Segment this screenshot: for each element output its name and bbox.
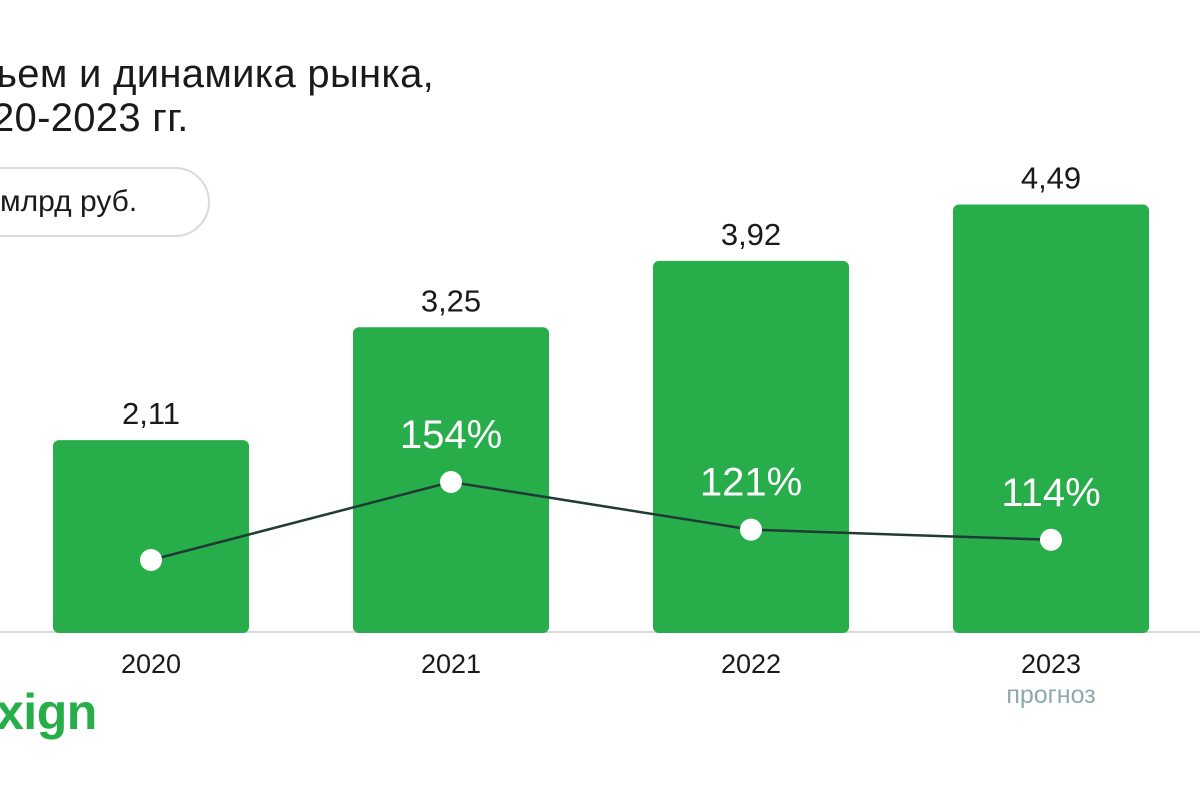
chart-title-line-1: ъем и динамика рынка, [0,52,435,96]
growth-point-2020 [140,549,162,571]
bar-value-label: 4,49 [1021,160,1081,195]
x-tick-label: 2020 [121,649,181,679]
growth-point-2022 [740,518,762,541]
bar-2020 [53,440,249,633]
bar-value-label: 3,25 [421,283,481,318]
growth-line [150,480,1052,562]
growth-point-2023 [1040,528,1062,551]
growth-label: 154% [400,413,502,457]
growth-point-2021 [440,471,462,493]
chart-title-line-2: 20-2023 гг. [0,96,189,140]
x-tick-label: 2023 [1021,649,1081,679]
growth-label: 114% [1001,471,1100,515]
brand-logo: xign [0,684,97,740]
bar-value-label: 3,92 [721,217,781,252]
bar-value-label: 2,11 [122,396,180,431]
bar-2023 [953,204,1149,634]
growth-label: 121% [700,461,802,505]
x-tick-note: прогноз [1006,681,1095,709]
x-tick-label: 2021 [421,649,481,679]
x-tick-label: 2022 [721,649,781,679]
unit-label: млрд руб. [0,185,138,218]
unit-badge: млрд руб. [0,167,210,237]
bar-2022 [653,260,849,633]
